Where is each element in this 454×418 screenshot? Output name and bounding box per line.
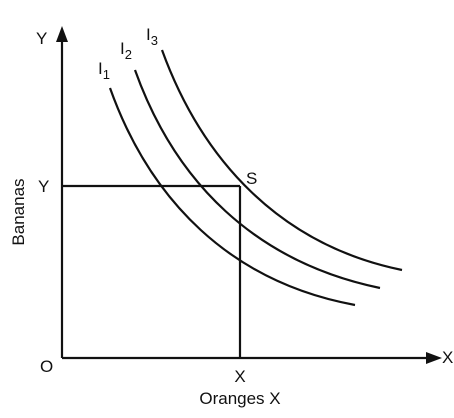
curve-label: I3 [146,25,158,48]
x-point-label: X [234,367,245,386]
y-axis-label: Y [36,29,47,48]
x-title: Oranges X [199,389,280,408]
curve-label: I1 [98,59,110,82]
indifference-curve [160,49,403,272]
origin-label: O [40,357,53,376]
y-arrow [56,26,68,42]
x-axis-label: X [442,348,453,367]
indifference-curve [133,69,381,290]
y-title: Bananas [9,178,28,245]
y-point-label: Y [38,177,49,196]
x-arrow [426,352,442,364]
indifference-curve [108,87,356,307]
curve-label: I2 [120,39,132,62]
point-label: S [246,169,257,188]
